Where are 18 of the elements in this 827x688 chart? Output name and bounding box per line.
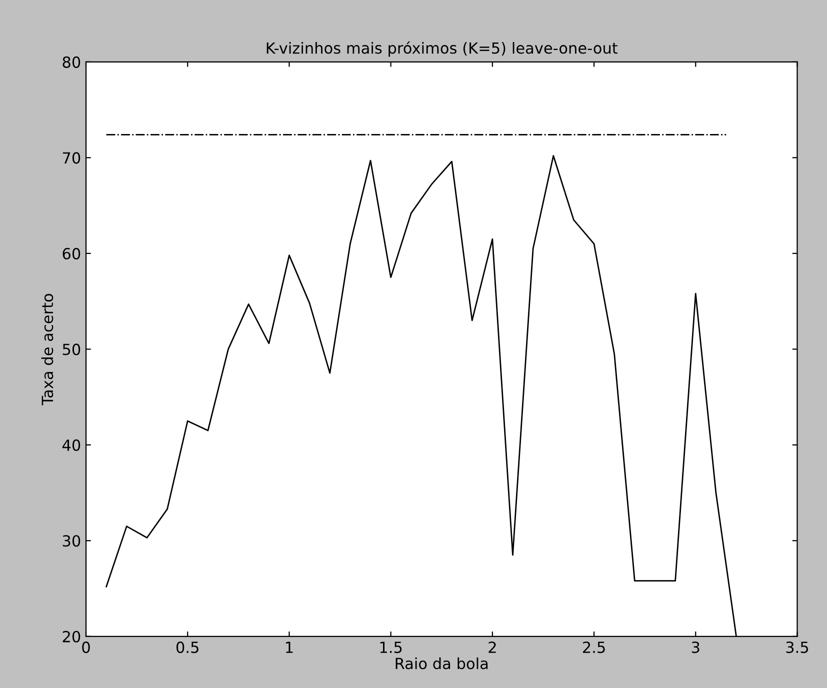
- y-tick-label: 50: [62, 344, 80, 356]
- x-tick-label: 2: [488, 642, 496, 653]
- x-axis-title: Raio da bola: [396, 657, 488, 670]
- x-tick-label: 3: [692, 642, 700, 654]
- x-tick-label: 0.5: [176, 642, 198, 654]
- y-tick-label: 60: [62, 248, 80, 260]
- x-tick-label: 3.5: [786, 642, 808, 654]
- x-tick-label: 1: [286, 642, 293, 653]
- chart-title: K-vizinhos mais próximos (K=5) leave-one-out: [266, 41, 618, 57]
- x-tick-label: 0: [82, 642, 90, 654]
- x-tick-label: 2.5: [582, 642, 605, 654]
- y-axis-title: Taxa de acerto: [41, 294, 54, 406]
- y-tick-label: 30: [62, 535, 80, 547]
- y-tick-label: 40: [62, 439, 80, 451]
- y-tick-label: 80: [62, 56, 80, 68]
- y-tick-label: 70: [62, 152, 80, 164]
- y-tick-label: 20: [62, 630, 80, 642]
- x-tick-label: 1.5: [380, 642, 402, 654]
